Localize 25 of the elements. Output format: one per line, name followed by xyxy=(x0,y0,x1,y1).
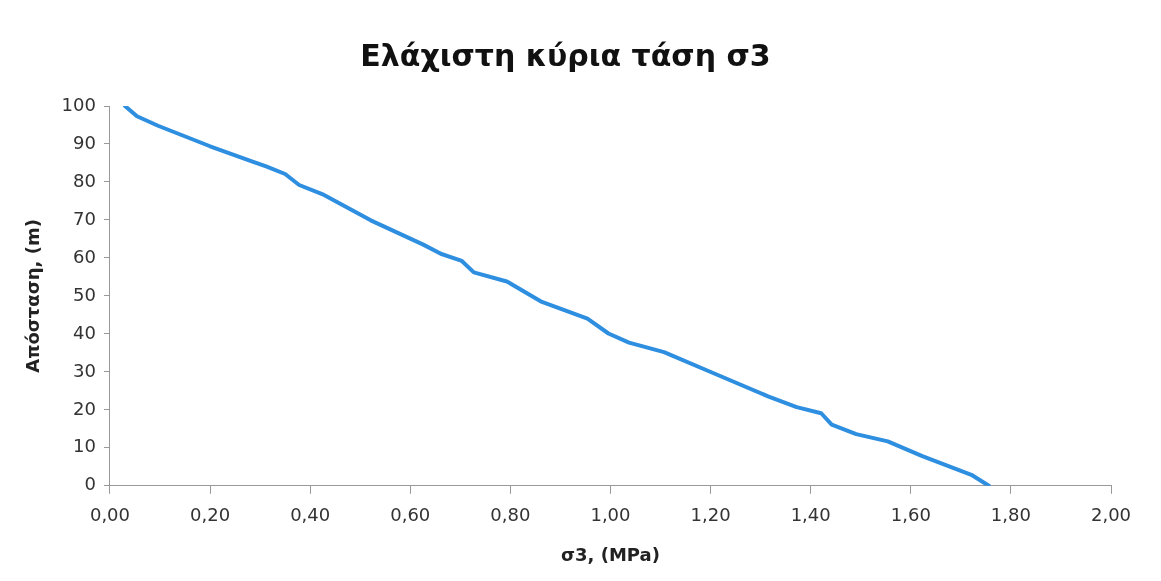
x-tick-label: 1,80 xyxy=(990,504,1031,526)
y-tick-label: 40 xyxy=(73,321,96,343)
y-tick-label: 10 xyxy=(73,435,96,457)
x-tick-label: 0,20 xyxy=(190,504,231,526)
x-tick-label: 1,60 xyxy=(890,504,931,526)
y-tick-label: 70 xyxy=(73,207,96,229)
y-axis-title: Απόσταση, (m) xyxy=(22,219,44,373)
x-tick-label: 1,20 xyxy=(690,504,731,526)
y-tick-label: 90 xyxy=(73,131,96,153)
x-tick-label: 0,80 xyxy=(490,504,531,526)
x-axis-title: σ3, (MPa) xyxy=(561,543,660,565)
y-tick-label: 100 xyxy=(61,93,96,115)
y-tick-label: 60 xyxy=(73,245,96,267)
y-tick-label: 50 xyxy=(73,283,96,305)
x-tick-label: 0,00 xyxy=(89,504,130,526)
x-tick-label: 0,60 xyxy=(390,504,431,526)
y-tick-label: 80 xyxy=(73,169,96,191)
y-tick-label: 30 xyxy=(73,359,96,381)
x-tick-label: 0,40 xyxy=(290,504,331,526)
y-tick-label: 0 xyxy=(84,473,96,495)
x-tick-label: 1,00 xyxy=(590,504,631,526)
chart-title: Ελάχιστη κύρια τάση σ3 xyxy=(360,37,771,73)
y-tick-label: 20 xyxy=(73,397,96,419)
x-tick-label: 2,00 xyxy=(1090,504,1132,526)
x-tick-label: 1,40 xyxy=(790,504,831,526)
